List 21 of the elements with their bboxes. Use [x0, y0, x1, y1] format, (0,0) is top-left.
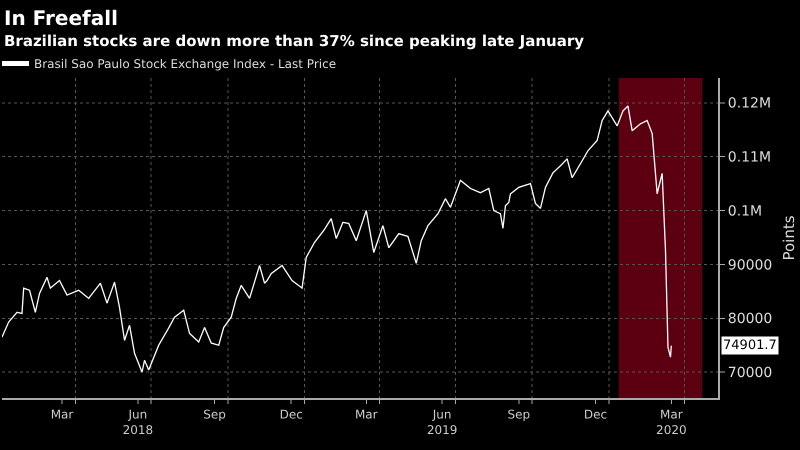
y-tick-label: 80000	[728, 311, 772, 328]
y-tick-label: 70000	[728, 365, 772, 382]
x-tick-label: Sep	[507, 407, 530, 422]
x-tick-label: Dec	[280, 407, 303, 422]
y-tick-label: 0.11M	[728, 150, 772, 166]
x-tick-label: Dec	[584, 407, 608, 422]
x-tick-label: Mar	[354, 407, 378, 422]
x-tick-label: Jun 2019	[426, 407, 458, 437]
chart-subtitle: Brazilian stocks are down more than 37% since peaking late January	[4, 32, 584, 50]
x-tick-label: Sep	[203, 407, 226, 422]
chart-title: In Freefall	[4, 6, 118, 30]
x-tick-label: Mar 2020	[656, 407, 687, 437]
legend-label: Brasil Sao Paulo Stock Exchange Index - Last Price	[34, 57, 336, 72]
line-series	[2, 105, 672, 373]
y-tick-label: 0.12M	[728, 96, 772, 112]
text: 74901.7	[723, 338, 777, 353]
x-tick-label: Jun 2018	[122, 407, 154, 437]
y-tick-label: 0.1M	[728, 203, 762, 220]
y-tick-label: 90000	[728, 257, 772, 274]
y-axis-title: Points	[780, 215, 798, 261]
x-tick-label: Mar	[50, 407, 74, 422]
